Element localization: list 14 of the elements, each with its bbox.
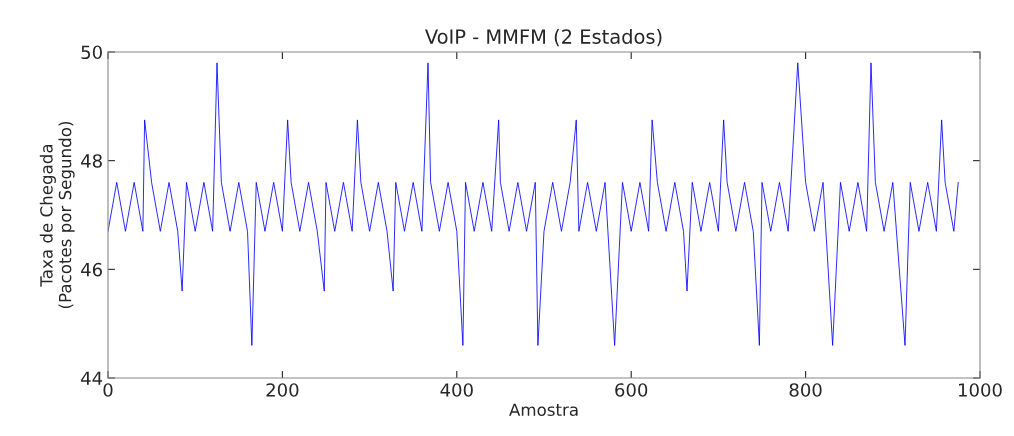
y-tick-label: 46 — [81, 262, 102, 277]
x-axis-title: Amostra — [509, 403, 578, 417]
x-tick-label: 600 — [615, 383, 648, 397]
x-tick-label: 200 — [266, 383, 299, 397]
y-tick-label: 48 — [81, 154, 102, 168]
chart-title: VoIP - MMFM (2 Estados) — [425, 28, 662, 47]
line-series — [108, 62, 959, 346]
x-tick-label: 0 — [103, 383, 113, 397]
y-tick-label: 44 — [81, 371, 103, 385]
y-axis-title: Taxa de Chegada (Pacotes por Segundo) — [39, 121, 75, 309]
x-tick-label: 800 — [789, 383, 822, 397]
x-tick-label: 1000 — [959, 383, 1002, 397]
x-tick-label: 400 — [440, 383, 473, 397]
y-tick-label: 50 — [81, 45, 102, 60]
